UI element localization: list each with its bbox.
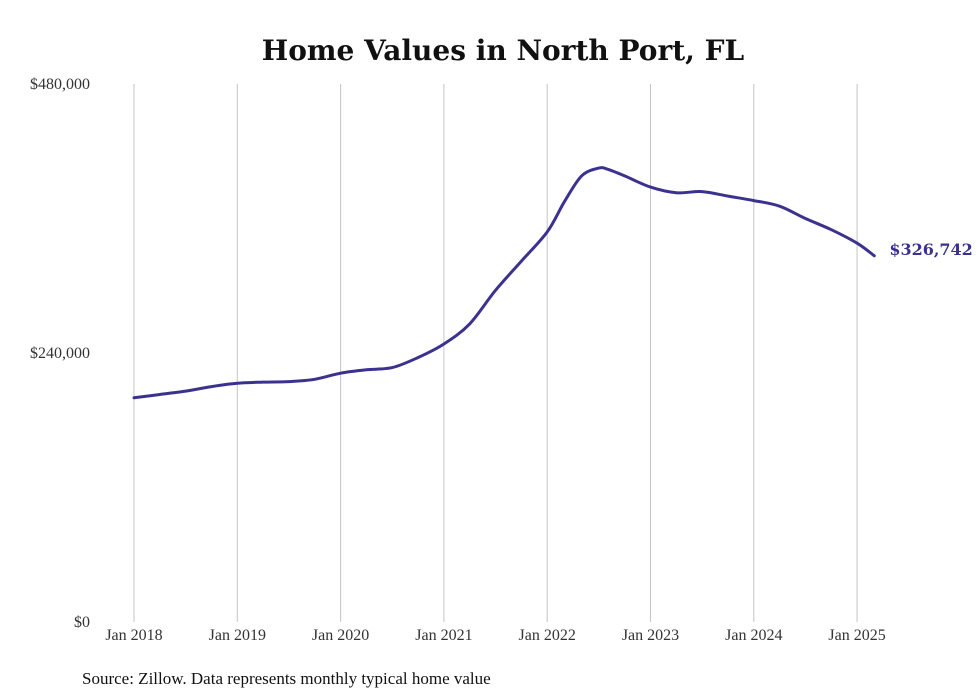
- y-axis-ticks: $0 $240,000 $480,000: [30, 76, 90, 631]
- x-tick-label: Jan 2022: [519, 627, 576, 644]
- x-tick-label: Jan 2023: [622, 627, 679, 644]
- y-tick-label: $240,000: [30, 345, 90, 362]
- series-line-home-value: [132, 166, 876, 400]
- chart-title: Home Values in North Port, FL: [262, 34, 745, 67]
- x-tick-label: Jan 2018: [105, 627, 162, 644]
- x-axis-ticks: Jan 2018 Jan 2019 Jan 2020 Jan 2021 Jan 2022…: [105, 627, 885, 644]
- gridlines: [133, 84, 858, 622]
- y-tick-label: $0: [74, 614, 90, 631]
- x-tick-label: Jan 2025: [828, 627, 885, 644]
- y-tick-label: $480,000: [30, 76, 90, 93]
- x-tick-label: Jan 2021: [415, 627, 472, 644]
- x-tick-label: Jan 2020: [312, 627, 369, 644]
- source-note: Source: Zillow. Data represents monthly …: [82, 669, 491, 688]
- x-tick-label: Jan 2019: [209, 627, 266, 644]
- x-tick-label: Jan 2024: [725, 627, 782, 644]
- end-value-label: $326,742: [889, 240, 973, 259]
